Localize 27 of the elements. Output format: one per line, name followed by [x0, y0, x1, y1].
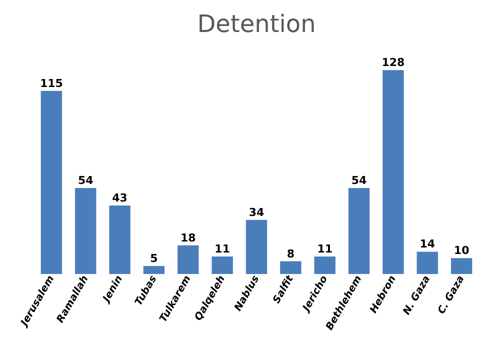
bar — [40, 90, 62, 274]
data-label: 14 — [420, 238, 436, 251]
data-label: 43 — [112, 192, 128, 205]
bar — [314, 256, 336, 274]
data-label: 115 — [40, 76, 63, 90]
chart-title: Detention — [197, 10, 316, 38]
bar — [416, 252, 438, 274]
data-label: 54 — [351, 174, 368, 188]
data-label: 128 — [382, 56, 405, 70]
bar — [178, 245, 199, 274]
data-label: 34 — [248, 206, 264, 219]
bar — [246, 220, 268, 274]
data-label: 54 — [78, 174, 94, 188]
bar — [348, 188, 370, 274]
bar — [75, 188, 96, 274]
data-label: 10 — [454, 244, 470, 258]
bar — [450, 258, 472, 274]
bar — [109, 206, 130, 274]
data-label: 11 — [317, 242, 333, 256]
data-label: 8 — [286, 247, 295, 260]
bar — [212, 256, 233, 274]
bar — [280, 261, 302, 274]
bar — [382, 70, 404, 274]
data-label: 11 — [214, 242, 230, 256]
data-label: 18 — [180, 231, 196, 244]
bar — [143, 266, 165, 274]
data-label: 5 — [150, 252, 158, 266]
